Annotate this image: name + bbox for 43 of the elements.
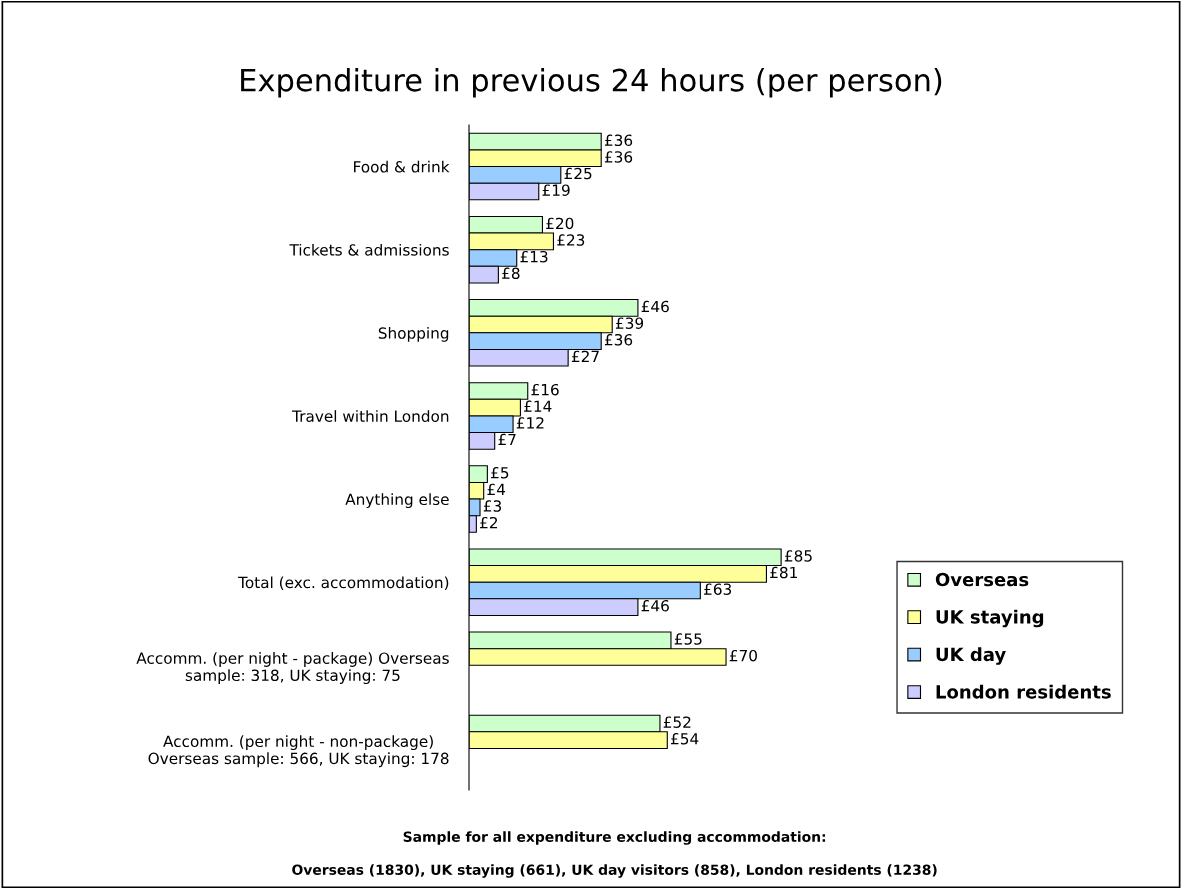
data-label: £52: [663, 716, 691, 728]
data-label: £85: [784, 550, 812, 562]
y-tick-label: Food & drink: [354, 160, 450, 173]
text: Sample for all expenditure excluding accommodation:: [403, 831, 826, 845]
y-tick-label: Accomm. (per night - package) Overseas sample: 318, UK staying: 75: [136, 652, 449, 685]
data-label: £39: [615, 317, 644, 329]
data-label: £63: [704, 583, 732, 595]
data-label: £25: [564, 167, 592, 180]
data-label: £36: [604, 334, 633, 346]
data-label: £36: [604, 134, 633, 147]
y-tick-label: Accomm. (per night - non-package) Overseas sample: 566, UK staying: 178: [148, 735, 449, 768]
data-label: £70: [729, 649, 757, 662]
y-tick-label: Tickets & admissions: [289, 243, 449, 256]
y-tick-label: Anything else: [345, 493, 449, 509]
chart-title: Expenditure in previous 24 hours (per person): [241, 68, 942, 98]
data-label: £12: [516, 417, 544, 429]
data-label: £81: [770, 566, 797, 579]
data-label: £23: [557, 234, 585, 246]
data-label: £13: [520, 250, 548, 263]
data-label: £8: [502, 267, 520, 280]
legend-label: UK staying: [936, 609, 1044, 628]
data-label: £55: [674, 633, 702, 645]
y-tick-label: Shopping: [378, 327, 449, 342]
legend-label: Overseas: [935, 572, 1029, 587]
data-label: £27: [571, 350, 599, 362]
data-label: £54: [671, 733, 699, 745]
data-label: £2: [480, 516, 498, 529]
data-label: £46: [641, 300, 669, 313]
data-label: £3: [483, 500, 502, 512]
legend-label: UK day: [936, 647, 1006, 665]
text: Overseas (1830), UK staying (661), UK day visitors (858), London residents (1238): [292, 864, 937, 878]
data-label: £20: [546, 217, 574, 230]
data-label: £5: [491, 467, 509, 479]
legend-label: London residents: [936, 684, 1111, 699]
data-label: £14: [524, 400, 552, 412]
data-label: £4: [487, 483, 506, 495]
data-label: £19: [542, 184, 570, 196]
data-label: £7: [498, 433, 516, 446]
data-label: £46: [641, 600, 669, 612]
data-label: £36: [604, 151, 633, 163]
y-tick-label: Travel within London: [292, 410, 449, 422]
data-label: £16: [531, 383, 559, 396]
y-tick-label: Total (exc. accommodation): [238, 576, 449, 591]
